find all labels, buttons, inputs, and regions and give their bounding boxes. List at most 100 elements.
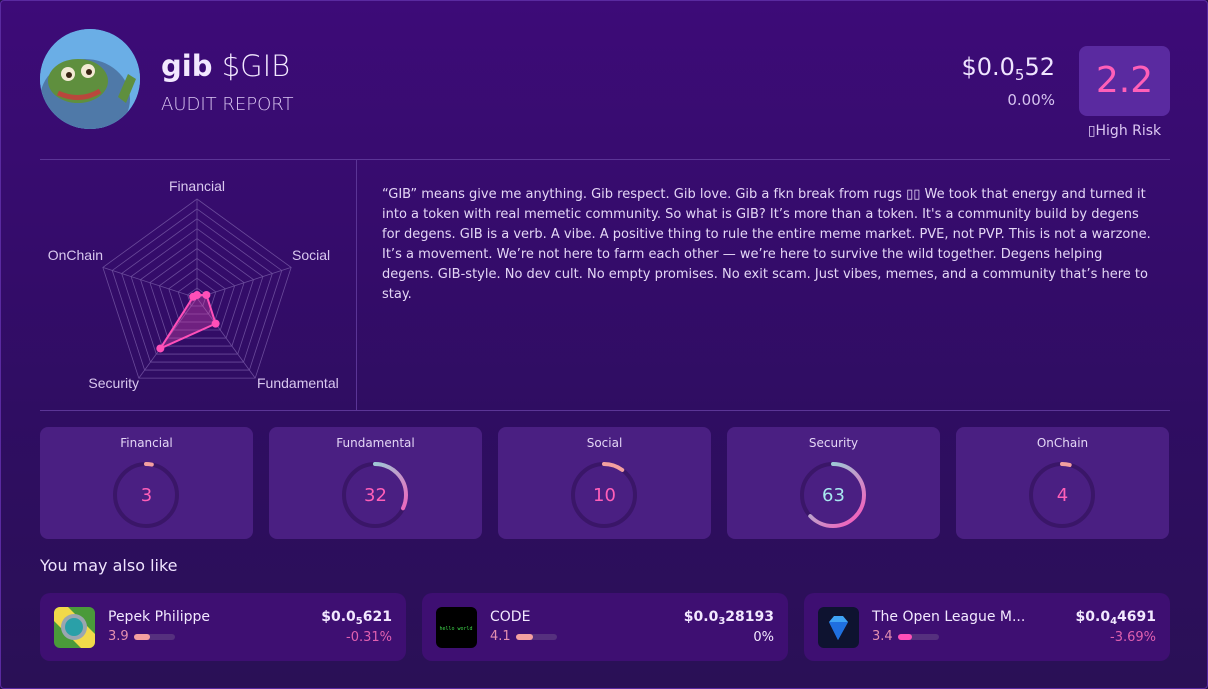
radar-ring xyxy=(111,208,283,371)
score-card-value: 32 xyxy=(364,485,387,506)
price-change: 0.00% xyxy=(1007,91,1055,109)
related-token-card[interactable]: Pepek Philippe 3.9 $0.05621 -0.31% xyxy=(40,593,406,661)
price-zero-count: 3 xyxy=(718,616,726,627)
related-token-name: CODE xyxy=(490,609,531,625)
risk-label: ▯High Risk xyxy=(1087,123,1162,139)
score-card-label: Social xyxy=(586,436,623,450)
radar-spoke xyxy=(196,267,292,299)
svg-text:hello world: hello world xyxy=(439,626,472,632)
score-card-fundamental: Fundamental 32 xyxy=(269,427,482,539)
radar-chart: Financial Social Fundamental Security OnChai… xyxy=(48,178,339,391)
related-token-score-bar xyxy=(898,634,939,640)
radar-ring xyxy=(121,218,273,363)
score-card-onchain: OnChain 4 xyxy=(956,427,1169,539)
radar-point xyxy=(202,290,211,299)
related-token-change: -0.31% xyxy=(346,630,392,645)
radar-point xyxy=(156,344,165,353)
score-card-value: 4 xyxy=(1056,485,1069,506)
report-subtitle: AUDIT REPORT xyxy=(161,94,294,115)
related-token-score-bar xyxy=(516,634,557,640)
divider xyxy=(40,410,1170,411)
related-token-change: -3.69% xyxy=(1110,630,1156,645)
radar-axis-label: Security xyxy=(88,375,139,391)
gauge-arc xyxy=(571,462,637,528)
score-card-label: Security xyxy=(808,436,859,450)
token-title: gib $GIB xyxy=(161,49,290,83)
score-card-label: OnChain xyxy=(1036,436,1089,450)
price-zero-count: 4 xyxy=(1110,616,1118,627)
related-token-score: 3.9 xyxy=(108,629,129,644)
gauge-arc xyxy=(342,462,408,528)
gauge-track xyxy=(571,462,637,528)
token-name: gib xyxy=(161,49,213,83)
score-gauge xyxy=(113,462,179,528)
token-description: “GIB” means give me anything. Gib respec… xyxy=(382,187,1151,302)
radar-axis-label: Financial xyxy=(169,178,225,194)
related-token-price: $0.0328193 xyxy=(684,609,774,627)
score-card-value: 63 xyxy=(822,485,845,506)
divider xyxy=(40,159,1170,160)
watch-icon xyxy=(54,607,95,648)
gauge-track xyxy=(1029,462,1095,528)
radar-ring xyxy=(158,257,236,331)
score-card-value: 3 xyxy=(140,485,153,506)
radar-spoke xyxy=(196,297,256,379)
radar-ring xyxy=(168,267,226,323)
radar-series xyxy=(157,293,217,351)
radar-spoke xyxy=(102,267,198,299)
related-token-card[interactable]: The Open League M... 3.4 $0.044691 -3.69… xyxy=(804,593,1170,661)
score-gauge xyxy=(342,462,408,528)
token-ticker: $GIB xyxy=(221,49,291,83)
hello-world-terminal-icon: hello world xyxy=(436,607,477,648)
price-digits: 4691 xyxy=(1117,609,1156,625)
price-zero-count: 5 xyxy=(1014,66,1025,84)
score-gauge xyxy=(800,462,866,528)
related-token-score: 3.4 xyxy=(872,629,893,644)
score-gauge xyxy=(571,462,637,528)
related-token-price: $0.044691 xyxy=(1076,609,1156,627)
score-card-security: Security 63 xyxy=(727,427,940,539)
score-gauge xyxy=(1029,462,1095,528)
price-digits: 28193 xyxy=(725,609,774,625)
score-card-label: Financial xyxy=(120,436,173,450)
token-avatar xyxy=(40,29,140,129)
token-price: $0.0552 xyxy=(961,53,1055,84)
related-token-price: $0.05621 xyxy=(321,609,392,627)
radar-point xyxy=(211,319,220,328)
price-prefix: $0.0 xyxy=(1075,609,1111,625)
score-card-social: Social 10 xyxy=(498,427,711,539)
score-card-financial: Financial 3 xyxy=(40,427,253,539)
radar-ring xyxy=(177,277,217,315)
divider xyxy=(356,160,357,410)
related-token-score: 4.1 xyxy=(490,629,511,644)
overall-score: 2.2 xyxy=(1079,46,1170,116)
related-token-name: The Open League M... xyxy=(872,609,1026,625)
radar-axis-label: OnChain xyxy=(48,247,103,263)
radar-ring xyxy=(102,198,292,379)
radar-axis-label: Social xyxy=(292,247,330,263)
related-title: You may also like xyxy=(40,556,178,575)
radar-ring xyxy=(149,248,245,339)
related-token-card[interactable]: hello world CODE 4.1 $0.0328193 0% xyxy=(422,593,788,661)
radar-point xyxy=(189,292,198,301)
price-prefix: $0.0 xyxy=(321,609,356,625)
related-token-change: 0% xyxy=(753,630,774,645)
diamond-icon xyxy=(818,607,859,648)
gauge-track xyxy=(113,462,179,528)
gauge-arc xyxy=(1029,462,1095,528)
gauge-arc xyxy=(113,462,179,528)
related-token-score-bar xyxy=(134,634,175,640)
price-digits: 621 xyxy=(362,609,392,625)
radar-ring xyxy=(130,228,264,355)
price-prefix: $0.0 xyxy=(961,53,1015,81)
related-token-name: Pepek Philippe xyxy=(108,609,210,625)
price-prefix: $0.0 xyxy=(683,609,719,625)
score-card-label: Fundamental xyxy=(336,436,415,450)
score-card-value: 10 xyxy=(593,485,616,506)
price-zero-count: 5 xyxy=(355,616,363,627)
price-digits: 52 xyxy=(1024,53,1055,81)
gauge-arc xyxy=(800,462,866,528)
radar-ring xyxy=(140,238,254,347)
radar-axis-label: Fundamental xyxy=(257,375,339,391)
